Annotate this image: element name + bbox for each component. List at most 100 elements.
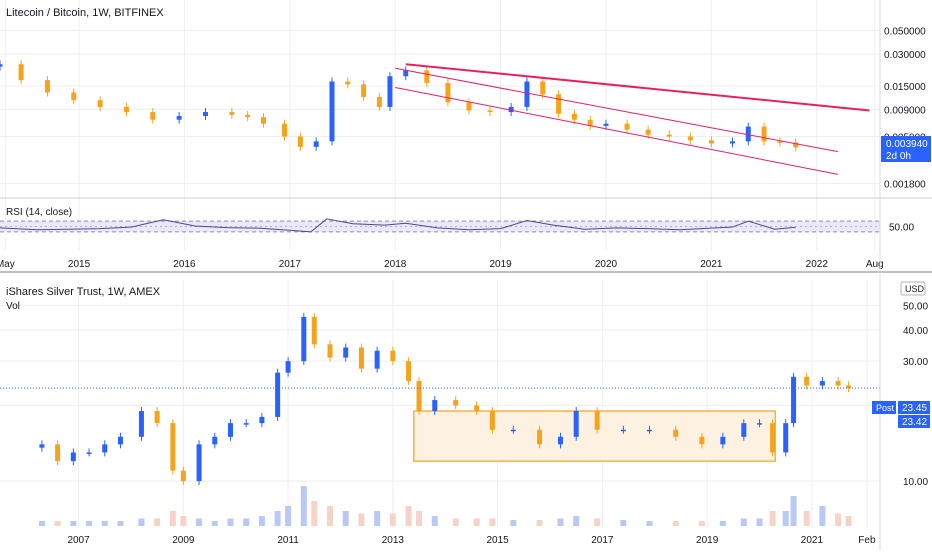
ltc-candle xyxy=(329,81,335,142)
silver-candle xyxy=(55,444,61,462)
ltc-candle xyxy=(282,123,288,137)
ltc-candle xyxy=(687,136,693,141)
silver-candle xyxy=(537,429,543,445)
ltc-candle xyxy=(745,126,751,142)
volume-bar xyxy=(594,518,601,526)
ltc-candle xyxy=(708,140,714,144)
ltc-candle xyxy=(487,110,493,113)
volume-bar xyxy=(672,521,679,526)
volume-bar xyxy=(138,518,145,526)
ltc-candle xyxy=(123,106,129,113)
rsi-y-tick-label: 50.00 xyxy=(889,223,914,234)
volume-bar xyxy=(211,521,218,526)
post-value-badge xyxy=(898,401,930,414)
silver-candle xyxy=(180,470,186,482)
silver-candle xyxy=(699,436,705,445)
ltc-candle xyxy=(376,96,382,107)
ltc-candle xyxy=(176,116,182,120)
silver-y-tick-label: 10.00 xyxy=(903,477,928,488)
volume-bar xyxy=(101,521,108,526)
volume-bar xyxy=(258,516,265,526)
silver-candle xyxy=(327,344,333,358)
last-price-badge xyxy=(881,136,931,162)
last-price-value: 0.003940 xyxy=(886,139,928,150)
silver-candle xyxy=(804,376,810,386)
silver-candle xyxy=(311,316,317,345)
rsi-line xyxy=(0,218,796,233)
volume-bar xyxy=(782,511,789,526)
silver-candle xyxy=(86,452,92,454)
silver-y-tick-label: 50.00 xyxy=(903,301,928,312)
volume-bar xyxy=(358,513,365,526)
silver-candle xyxy=(432,400,438,412)
ltc-candle xyxy=(587,119,593,126)
volume-bar xyxy=(573,516,580,526)
volume-bar xyxy=(38,521,45,526)
ltc-y-tick-label: 0.050000 xyxy=(884,26,926,37)
silver-candle xyxy=(358,347,364,369)
ltc-trendline xyxy=(395,86,838,175)
volume-bar xyxy=(180,516,187,526)
silver-candle xyxy=(741,423,747,437)
silver-chart-title: iShares Silver Trust, 1W, AMEX xyxy=(6,286,161,298)
volume-bar xyxy=(431,516,438,526)
silver-candle xyxy=(117,436,123,445)
currency-label: USD xyxy=(905,284,925,294)
silver-panel xyxy=(0,312,880,526)
silver-x-tick-label: 2015 xyxy=(486,535,509,546)
silver-candle xyxy=(196,444,202,482)
post-value: 23.45 xyxy=(902,403,927,414)
currency-badge[interactable] xyxy=(900,281,926,296)
volume-bar xyxy=(620,520,627,526)
silver-candle xyxy=(102,444,108,453)
ltc-y-tick-label: 0.009000 xyxy=(884,105,926,116)
ltc-y-tick-label: 0.001800 xyxy=(884,180,926,191)
ltc-candle xyxy=(345,81,351,85)
volume-bar xyxy=(227,518,234,526)
ltc-candle xyxy=(445,82,451,103)
silver-x-tick-label: 2009 xyxy=(172,535,195,546)
volume-bar xyxy=(196,518,203,526)
silver-candle xyxy=(835,381,841,386)
ltc-candle xyxy=(313,141,319,147)
ltc-x-tick-label: 2018 xyxy=(384,259,407,270)
volume-bar xyxy=(70,521,77,526)
volume-bar xyxy=(285,506,292,526)
ltc-candle xyxy=(571,113,577,120)
volume-bar xyxy=(117,521,124,526)
silver-y-tick-label: 30.00 xyxy=(903,357,928,368)
volume-bar xyxy=(274,511,281,526)
silver-candle xyxy=(594,411,600,430)
silver-candle xyxy=(70,452,76,462)
volume-bar xyxy=(646,521,653,526)
volume-bar xyxy=(803,511,810,526)
ltc-candle xyxy=(245,114,251,118)
silver-candle xyxy=(510,429,516,432)
ltc-candle xyxy=(229,112,235,115)
post-label: Post xyxy=(876,403,895,413)
silver-x-tick-label: Feb xyxy=(858,535,876,546)
ltc-candle xyxy=(556,94,562,114)
rsi-panel xyxy=(0,218,880,233)
ltc-candle xyxy=(18,64,24,81)
ltc-btc-panel xyxy=(0,60,870,175)
ltc-candle xyxy=(203,112,209,117)
silver-candle xyxy=(138,411,144,437)
last-close-badge xyxy=(898,415,930,428)
ltc-candle xyxy=(403,70,409,77)
volume-bar xyxy=(342,511,349,526)
silver-candle xyxy=(259,416,265,424)
silver-candle xyxy=(285,361,291,373)
consolidation-box xyxy=(413,410,776,462)
ltc-candle xyxy=(524,81,530,107)
ltc-candle xyxy=(260,117,266,124)
ltc-x-tick-label: May xyxy=(0,259,15,270)
volume-bar xyxy=(416,511,423,526)
silver-candle xyxy=(227,423,233,437)
rsi-title: RSI (14, close) xyxy=(6,207,72,218)
ltc-y-tick-label: 0.015000 xyxy=(884,82,926,93)
volume-bar xyxy=(790,496,797,526)
ltc-candle xyxy=(297,136,303,147)
